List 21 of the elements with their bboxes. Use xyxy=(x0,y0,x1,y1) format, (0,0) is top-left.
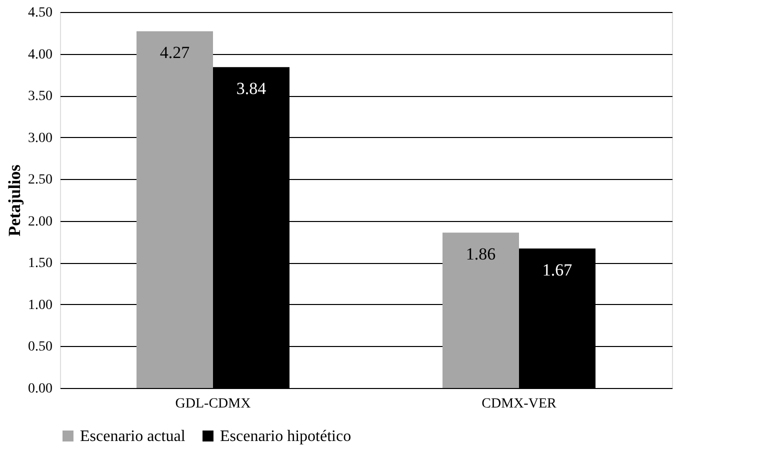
x-tick-label: GDL-CDMX xyxy=(175,396,251,412)
y-tick-label: 2.00 xyxy=(28,214,52,230)
y-tick-label: 3.00 xyxy=(28,130,52,146)
y-tick-label: 0.00 xyxy=(28,382,52,396)
x-tick-label: CDMX-VER xyxy=(482,396,557,412)
bar xyxy=(136,31,213,388)
y-tick-label: 1.50 xyxy=(28,256,52,272)
data-label: 1.67 xyxy=(542,260,573,280)
bar xyxy=(442,232,519,388)
legend-label: Escenario hipotético xyxy=(220,428,352,445)
legend-label: Escenario actual xyxy=(80,428,186,445)
y-tick-label: 2.50 xyxy=(28,172,52,188)
y-tick-label: 1.00 xyxy=(28,298,52,313)
data-label: 1.86 xyxy=(466,244,496,264)
y-tick-label: 3.50 xyxy=(28,89,52,104)
data-label: 4.27 xyxy=(160,43,190,62)
data-label: 3.84 xyxy=(236,79,267,98)
y-tick-label: 4.00 xyxy=(28,47,52,62)
y-axis-title: Petajulios xyxy=(5,164,24,236)
y-tick-label: 4.50 xyxy=(28,6,52,20)
y-tick-label: 0.50 xyxy=(28,340,52,355)
